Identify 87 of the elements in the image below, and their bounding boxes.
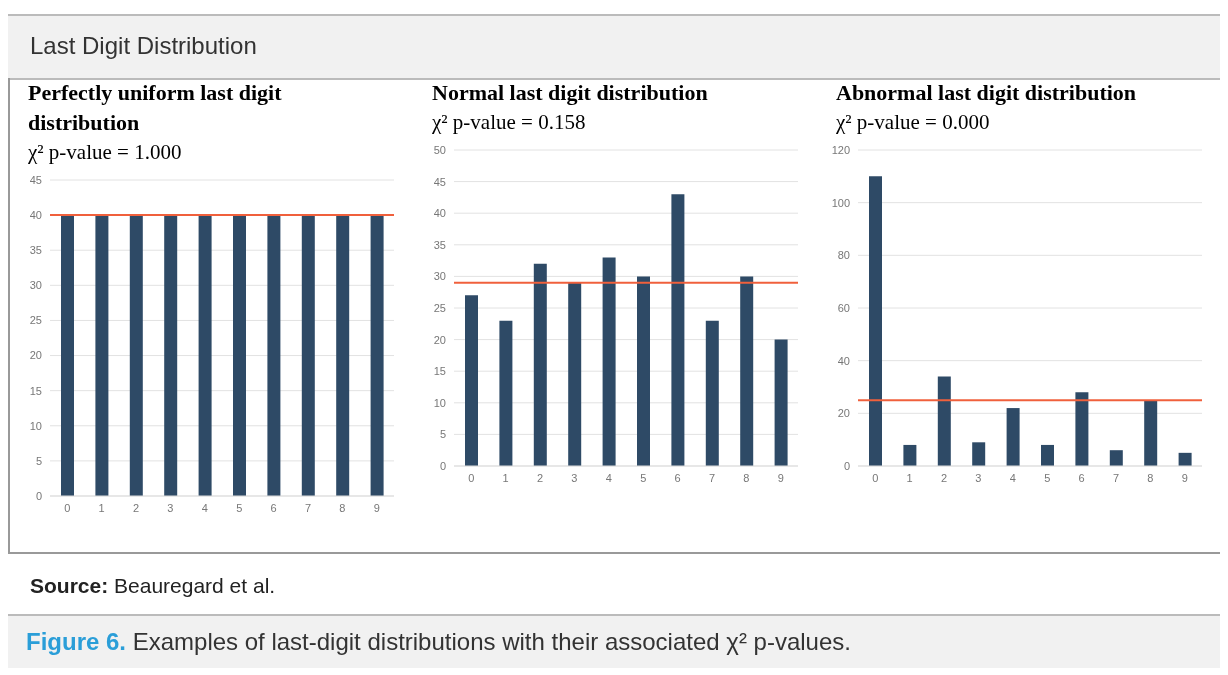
y-tick-label: 5 — [439, 428, 446, 441]
y-tick-label: 35 — [29, 244, 42, 257]
x-tick-label: 3 — [167, 501, 174, 514]
x-tick-label: 9 — [1181, 471, 1188, 484]
y-tick-label: 25 — [29, 314, 42, 327]
x-tick-label: 3 — [975, 471, 982, 484]
x-tick-label: 8 — [339, 501, 346, 514]
x-tick-label: 7 — [304, 501, 312, 514]
x-tick-label: 5 — [640, 471, 647, 484]
chart-title: Abnormal last digit distribution — [835, 79, 1138, 107]
bar — [1075, 392, 1089, 466]
bar — [499, 320, 513, 466]
y-tick-label: 0 — [439, 459, 446, 472]
y-tick-label: 10 — [433, 396, 446, 409]
y-tick-label: 40 — [837, 354, 850, 367]
y-tick-label: 25 — [433, 301, 446, 314]
bar — [1178, 452, 1192, 466]
y-tick-label: 80 — [837, 249, 850, 262]
y-tick-label: 60 — [837, 301, 850, 314]
x-tick-label: 2 — [940, 471, 948, 484]
bar — [465, 295, 478, 466]
x-tick-label: 3 — [571, 471, 578, 484]
x-tick-label: 0 — [64, 501, 71, 514]
x-tick-label: 8 — [1147, 471, 1154, 484]
bar — [937, 376, 951, 466]
chart-subtitle: χ² p-value = 0.000 — [835, 109, 991, 136]
y-tick-label: 30 — [29, 279, 42, 292]
source-note: Source: Beauregard et al. — [30, 574, 276, 597]
x-tick-label: 6 — [1078, 471, 1085, 484]
bar — [903, 444, 917, 466]
bar — [1006, 408, 1020, 466]
bar — [1144, 400, 1158, 466]
bar — [671, 194, 685, 466]
bar — [774, 339, 788, 466]
y-tick-label: 30 — [433, 270, 446, 283]
y-tick-label: 20 — [837, 407, 850, 420]
x-tick-label: 7 — [1112, 471, 1120, 484]
y-tick-label: 120 — [831, 143, 850, 156]
chart-title: Normal last digit distribution — [431, 79, 709, 107]
y-tick-label: 5 — [35, 454, 42, 467]
y-tick-label: 35 — [433, 238, 446, 251]
bar — [972, 442, 986, 466]
x-tick-label: 1 — [906, 471, 913, 484]
x-tick-label: 0 — [468, 471, 475, 484]
y-tick-label: 0 — [843, 459, 850, 472]
x-tick-label: 5 — [236, 501, 243, 514]
text: Last Digit Distribution — [30, 32, 257, 60]
x-tick-label: 4 — [605, 471, 612, 484]
y-tick-label: 40 — [433, 207, 446, 220]
bar — [1041, 444, 1054, 466]
x-tick-label: 4 — [1009, 471, 1016, 484]
chart-subtitle: χ² p-value = 1.000 — [27, 139, 183, 166]
y-tick-label: 45 — [433, 175, 446, 188]
y-tick-label: 20 — [433, 333, 446, 346]
x-tick-label: 9 — [777, 471, 784, 484]
bar — [568, 282, 582, 466]
bar — [869, 176, 882, 466]
x-tick-label: 7 — [708, 471, 716, 484]
x-tick-label: 4 — [201, 501, 208, 514]
x-tick-label: 5 — [1044, 471, 1051, 484]
y-tick-label: 20 — [29, 349, 42, 362]
y-tick-label: 0 — [35, 489, 42, 502]
caption: Figure 6. Examples of last-digit distributions with their associated χ² p-values. — [26, 628, 851, 655]
bar — [705, 320, 719, 466]
bar — [637, 276, 650, 466]
bar — [740, 276, 754, 466]
bar — [1109, 450, 1123, 466]
y-tick-label: 10 — [29, 419, 42, 432]
bar — [533, 263, 547, 466]
x-tick-label: 0 — [872, 471, 879, 484]
x-tick-label: 6 — [674, 471, 681, 484]
x-tick-label: 9 — [373, 501, 380, 514]
y-tick-label: 15 — [433, 365, 446, 378]
chart-subtitle: χ² p-value = 0.158 — [431, 109, 587, 136]
x-tick-label: 8 — [743, 471, 750, 484]
x-tick-label: 2 — [536, 471, 544, 484]
x-tick-label: 1 — [98, 501, 105, 514]
x-tick-label: 1 — [502, 471, 509, 484]
y-tick-label: 40 — [29, 209, 42, 222]
x-tick-label: 6 — [270, 501, 277, 514]
bar — [602, 257, 616, 466]
chart-title: Perfectly uniform last digit distribution — [27, 79, 283, 137]
x-tick-label: 2 — [132, 501, 140, 514]
y-tick-label: 50 — [433, 143, 446, 156]
y-tick-label: 15 — [29, 384, 42, 397]
y-tick-label: 100 — [831, 196, 850, 209]
y-tick-label: 45 — [29, 173, 42, 186]
